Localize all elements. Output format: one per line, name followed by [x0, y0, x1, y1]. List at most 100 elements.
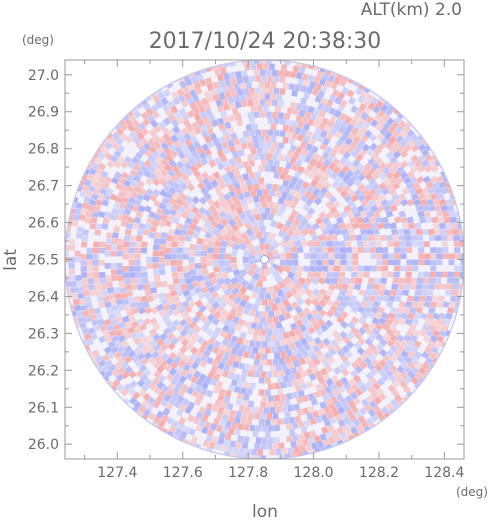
radar-cell [406, 129, 415, 138]
radar-cell [207, 336, 216, 345]
radar-cell [421, 351, 430, 359]
radar-cell [247, 111, 254, 119]
radar-cell [306, 163, 315, 172]
radar-reflectivity-field [65, 60, 464, 459]
radar-cell [207, 204, 217, 213]
radar-cell [116, 269, 124, 276]
radar-cell [74, 208, 82, 215]
radar-cell [150, 160, 160, 169]
altitude-label: ALT(km) 2.0 [361, 0, 462, 20]
radar-cell [199, 359, 208, 368]
radar-cell [110, 318, 118, 326]
radar-cell [232, 214, 242, 223]
radar-cell [185, 372, 194, 381]
radar-cell [324, 277, 332, 285]
radar-cell [85, 301, 93, 309]
radar-cell [218, 260, 225, 267]
radar-cell [111, 335, 120, 343]
radar-cell [275, 321, 283, 329]
radar-cell [350, 405, 359, 414]
radar-cell [410, 154, 419, 163]
radar-cell [146, 256, 153, 263]
radar-cell [187, 144, 196, 153]
radar-cell [215, 425, 223, 433]
radar-cell [88, 167, 97, 176]
radar-cell [285, 259, 293, 267]
radar-cell [198, 419, 206, 427]
radar-cell [321, 426, 329, 434]
radar-cell [336, 305, 345, 314]
radar-cell [272, 315, 280, 323]
radar-cell [252, 431, 259, 438]
radar-cell [324, 125, 332, 133]
radar-cell [284, 356, 292, 364]
radar-cell [170, 134, 179, 143]
radar-cell [331, 375, 340, 384]
radar-cell [460, 253, 464, 259]
radar-cell [415, 204, 423, 212]
radar-cell [281, 448, 288, 455]
radar-cell [81, 272, 88, 279]
radar-cell [201, 381, 209, 390]
radar-cell [417, 143, 426, 152]
radar-cell [399, 130, 408, 139]
radar-cell [327, 356, 336, 365]
radar-cell [328, 252, 335, 259]
radar-cell [136, 169, 145, 178]
radar-cell [193, 325, 202, 334]
radar-cell [157, 219, 166, 227]
radar-cell [291, 132, 299, 140]
radar-cell [411, 301, 419, 309]
radar-cell [350, 369, 359, 378]
radar-cell [74, 256, 81, 263]
radar-cell [364, 380, 373, 389]
radar-cell [199, 111, 207, 119]
radar-cell [292, 314, 301, 323]
radar-cell [253, 316, 260, 324]
radar-cell [272, 443, 279, 450]
radar-cell [142, 277, 149, 285]
radar-cell [326, 271, 334, 279]
radar-cell [345, 145, 354, 154]
radar-cell [214, 157, 222, 165]
radar-cell [214, 215, 223, 224]
radar-cell [157, 348, 166, 357]
radar-cell [339, 210, 348, 219]
radar-cell [336, 315, 345, 324]
radar-cell [192, 140, 201, 149]
radar-cell [332, 210, 341, 219]
radar-cell [291, 391, 299, 399]
radar-cell [93, 205, 101, 213]
radar-cell [259, 195, 266, 202]
radar-cell [358, 222, 366, 230]
radar-cell [309, 81, 317, 89]
radar-cell [345, 289, 354, 297]
radar-cell [279, 338, 287, 346]
radar-cell [115, 196, 124, 204]
radar-cell [314, 313, 323, 322]
radar-cell [343, 194, 352, 203]
radar-cell [133, 400, 142, 410]
radar-cell [221, 128, 229, 137]
radar-cell [97, 151, 106, 160]
radar-cell [253, 141, 260, 148]
radar-cell [145, 333, 154, 342]
radar-cell [273, 129, 280, 137]
radar-cell [300, 194, 309, 203]
radar-cell [325, 222, 334, 230]
radar-cell [222, 192, 231, 201]
radar-cell [322, 438, 330, 447]
radar-cell [412, 181, 421, 190]
radar-cell [162, 303, 171, 312]
radar-cell [175, 365, 184, 374]
radar-cell [135, 210, 144, 219]
radar-cell [381, 373, 390, 382]
radar-cell [223, 223, 232, 232]
radar-cell [237, 149, 245, 157]
radar-cell [213, 266, 221, 273]
radar-cell [242, 294, 250, 303]
radar-cell [175, 324, 184, 333]
radar-cell [229, 234, 239, 243]
radar-cell [298, 153, 306, 161]
radar-cell [202, 274, 211, 283]
